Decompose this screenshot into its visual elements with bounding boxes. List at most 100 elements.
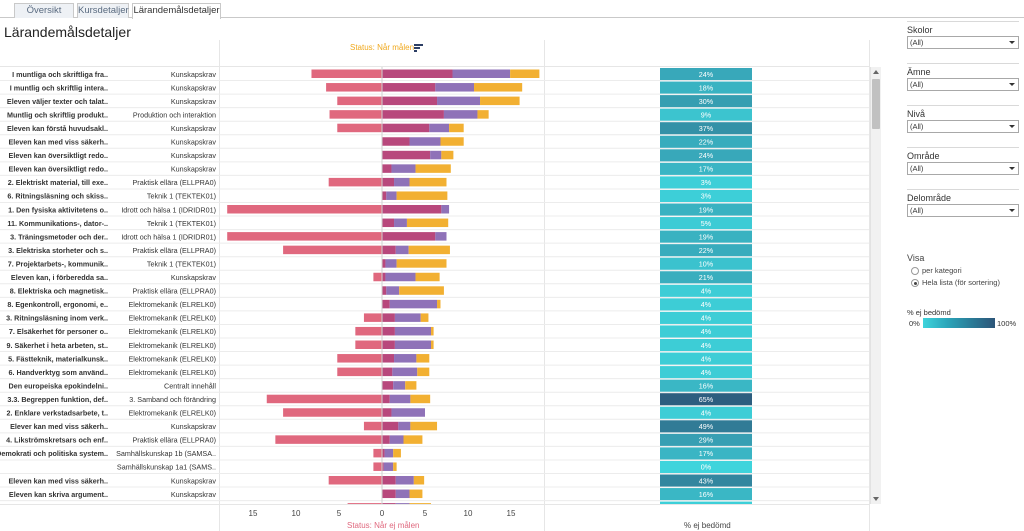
pct-cell <box>660 162 752 175</box>
bar-reached-c <box>449 123 464 133</box>
bar-reached-c <box>406 218 449 228</box>
bar-reached-b <box>394 313 421 322</box>
amne-select[interactable]: (All) <box>907 78 1019 91</box>
omrade-select[interactable]: (All) <box>907 162 1019 175</box>
delomrade-select[interactable]: (All) <box>907 204 1019 217</box>
bar-reached-b <box>395 245 409 255</box>
bar-reached-c <box>409 503 432 504</box>
category-label: Elektromekanik (ELRELK0) <box>129 409 216 418</box>
category-label: Idrott och hälsa 1 (IDRIDR01) <box>121 205 216 214</box>
bar-not-reached <box>275 435 382 444</box>
objective-label[interactable]: Eleven kan, i förberedda sa.. <box>11 273 108 282</box>
bar-not-reached <box>337 123 382 133</box>
bar-reached-b <box>389 435 404 444</box>
radio-button[interactable] <box>911 279 919 287</box>
skolor-select[interactable]: (All) <box>907 36 1019 49</box>
tab-bar: Översikt Kursdetaljer Lärandemålsdetalje… <box>0 0 1024 19</box>
bar-reached-a <box>382 448 385 458</box>
objective-label[interactable]: Elever utför med visst handl.. <box>8 503 108 504</box>
objective-label[interactable]: I muntlig och skriftlig intera.. <box>10 83 108 92</box>
objective-label[interactable]: 1. Demokrati och politiska system.. <box>0 449 108 458</box>
objective-label[interactable]: 9. Säkerhet i heta arbeten, st.. <box>7 341 108 350</box>
objective-label[interactable]: Den europeiska epokindelni.. <box>9 381 108 390</box>
scroll-thumb[interactable] <box>872 79 880 129</box>
objective-label[interactable]: Eleven kan översiktligt redo.. <box>9 151 108 160</box>
radio-button[interactable] <box>911 267 919 275</box>
filter-divider <box>907 21 1019 22</box>
objective-label[interactable]: Eleven kan med viss säkerh.. <box>9 476 109 485</box>
category-label: Praktisk ellära (ELLPRA0) <box>133 178 217 187</box>
objective-label[interactable]: 11. Kommunikations-, dator-.. <box>7 219 108 228</box>
objective-label[interactable]: 8. Egenkontroll, ergonomi, e.. <box>7 300 108 309</box>
sort-icon[interactable] <box>414 44 423 52</box>
category-label: Kunskapskrav <box>171 490 217 499</box>
pct-label: 4% <box>701 327 712 336</box>
bar-reached-a <box>382 421 399 431</box>
objective-label[interactable]: 6. Ritningsläsning och skiss.. <box>7 192 108 201</box>
bar-not-reached <box>326 83 382 92</box>
objective-label[interactable]: Muntlig och skriftlig produkt.. <box>7 110 108 119</box>
objective-label[interactable]: 8. Elektriska och magnetisk.. <box>10 287 108 296</box>
bar-reached-b <box>395 476 414 485</box>
objective-label[interactable]: 1. Den fysiska aktivitetens o.. <box>8 205 108 214</box>
pct-cell <box>660 230 752 243</box>
objective-label[interactable]: Eleven kan förstå huvudsakl.. <box>7 124 108 133</box>
filter-divider <box>907 105 1019 106</box>
bar-reached-a <box>382 205 442 214</box>
bar-reached-b <box>435 232 447 241</box>
bar-reached-b <box>430 150 442 160</box>
bar-reached-b <box>385 259 397 268</box>
category-label: Kunskapskrav <box>171 97 217 106</box>
pct-cell <box>660 189 752 202</box>
objective-label[interactable]: 2. Elektriskt material, till exe.. <box>8 178 108 187</box>
objective-label[interactable]: 6. Handverktyg som använd.. <box>9 368 108 377</box>
objective-label[interactable]: Eleven kan skriva argument.. <box>9 490 108 499</box>
bar-reached-b <box>443 110 478 119</box>
objective-label[interactable]: 7. Projektarbets-, kommunik.. <box>8 259 108 268</box>
objective-label[interactable]: I muntliga och skriftliga fra.. <box>12 70 108 79</box>
bar-reached-a <box>382 503 396 504</box>
bar-reached-a <box>382 232 436 241</box>
scroll-down-icon[interactable] <box>873 497 879 501</box>
legend-min: 0% <box>909 319 920 328</box>
objective-label[interactable]: 2. Enklare verkstadsarbete, t.. <box>7 409 108 418</box>
status-header: Status: Når målen <box>350 43 415 52</box>
objective-label[interactable]: Elever kan med viss säkerh.. <box>10 422 108 431</box>
bar-reached-b <box>386 191 397 200</box>
tab-oversikt[interactable]: Översikt <box>14 3 74 18</box>
bar-reached-a <box>382 326 395 336</box>
bar-not-reached <box>283 245 382 255</box>
filter-delomrade: Delområde (All) <box>907 192 1019 217</box>
niva-select[interactable]: (All) <box>907 120 1019 133</box>
objective-label[interactable]: Eleven kan översiktligt redo.. <box>9 165 108 174</box>
objective-label[interactable]: 3.3. Begreppen funktion, def.. <box>7 395 108 404</box>
bar-reached-b <box>389 299 438 309</box>
objective-label[interactable]: Eleven kan med viss säkerh.. <box>9 138 109 147</box>
objective-label[interactable]: Eleven väljer texter och talat.. <box>7 97 108 106</box>
bar-reached-b <box>385 272 416 282</box>
objective-label[interactable]: 3. Elektriska storheter och s.. <box>8 246 108 255</box>
page-title: Lärandemålsdetaljer <box>4 24 131 40</box>
bar-reached-b <box>435 83 475 92</box>
bar-reached-a <box>382 489 396 499</box>
pct-cell <box>660 81 752 94</box>
bar-reached-c <box>396 191 448 200</box>
tab-kursdetaljer[interactable]: Kursdetaljer <box>77 3 129 18</box>
bar-reached-b <box>394 218 407 228</box>
category-label: Elektromekanik (ELRELK0) <box>129 354 216 363</box>
bar-reached-b <box>393 381 406 390</box>
bar-reached-c <box>431 326 434 336</box>
scroll-up-icon[interactable] <box>873 70 879 74</box>
vertical-scrollbar[interactable] <box>870 67 881 504</box>
bar-not-reached <box>373 448 382 458</box>
objective-label[interactable]: 3. Ritningsläsning inom verk.. <box>6 314 108 323</box>
filter-divider <box>907 189 1019 190</box>
objective-label[interactable]: 3. Träningsmetoder och der.. <box>10 232 108 241</box>
filter-value: (All) <box>910 206 924 215</box>
pct-label: 18% <box>699 83 714 92</box>
pct-label: 10% <box>699 259 714 268</box>
objective-label[interactable]: 4. Likströmskretsars och enf.. <box>6 436 108 445</box>
tab-larandemalsdetaljer[interactable]: Lärandemålsdetaljer <box>132 3 221 19</box>
objective-label[interactable]: 7. Elsäkerhet för personer o.. <box>9 327 108 336</box>
objective-label[interactable]: 5. Fästteknik, materialkunsk.. <box>8 354 108 363</box>
